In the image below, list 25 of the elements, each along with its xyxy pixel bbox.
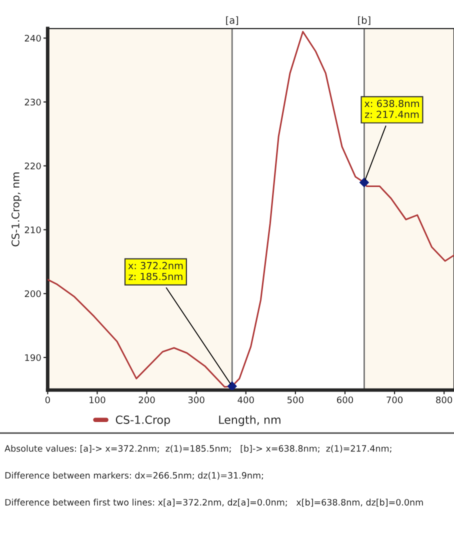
annotation: x: 372.2nm z: 185.5nm xyxy=(128,262,183,280)
x-tick-label: 400 xyxy=(238,396,254,404)
y-tick-label: 200 xyxy=(24,290,41,298)
y-axis-title: CS-1.Crop, nm xyxy=(12,172,22,246)
x-tick-label: 600 xyxy=(337,396,353,404)
x-tick-label: 0 xyxy=(45,396,50,404)
x-axis-title: Length, nm xyxy=(219,415,280,426)
text: Difference between markers: dx=266.5nm; dz(1)=31.9nm; xyxy=(5,472,263,480)
x-tick-label: 500 xyxy=(288,396,304,404)
y-tick-label: 240 xyxy=(24,34,41,42)
x-tick-label: 800 xyxy=(436,396,452,404)
text: Absolute values: [a]-> x=372.2nm; z(1)=185.5nm; [b]-> x=638.8nm; z(1)=217.4nm; xyxy=(4,444,392,453)
x-tick-label: 300 xyxy=(188,396,204,404)
y-tick-label: 190 xyxy=(25,354,41,362)
y-tick-label: 220 xyxy=(24,162,41,170)
annotation: x: 638.8nm z: 217.4nm xyxy=(364,100,419,118)
y-tick-label: 210 xyxy=(24,226,41,234)
x-tick-label: 700 xyxy=(386,396,403,404)
x-tick-label: 200 xyxy=(138,396,155,404)
x-tick-label: 100 xyxy=(90,396,106,404)
ref-line-label: [b] xyxy=(358,16,370,25)
legend-label: CS-1.Crop xyxy=(116,416,170,426)
y-tick-label: 230 xyxy=(24,98,41,106)
text: Difference between first two lines: x[a]=372.2nm, dz[a]=0.0nm; x[b]=638.8nm, dz[b]=0.0nm xyxy=(5,498,423,507)
ref-line-label: [a] xyxy=(226,16,238,25)
